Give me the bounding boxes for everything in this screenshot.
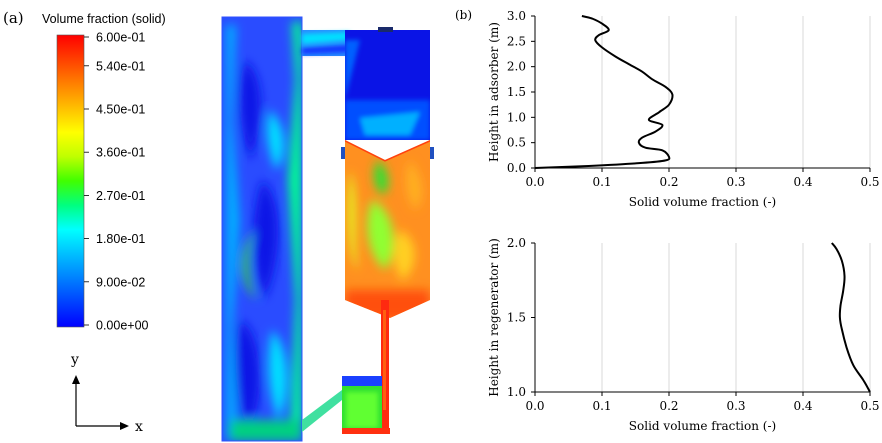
colorbar-tick-label: 3.60e-01: [96, 146, 145, 160]
series-line: [534, 15, 674, 169]
riser-column: [222, 17, 302, 441]
y-tick-label: 2.0: [507, 236, 526, 250]
colorbar-ticks: 6.00e-01 5.40e-01 4.50e-01 3.60e-01 2.70e-01…: [84, 31, 149, 333]
regenerator-section: [345, 140, 430, 318]
x-tick-label: 0.3: [726, 399, 745, 413]
colorbar-title: Volume fraction (solid): [42, 12, 166, 26]
triad-x-label: x: [135, 419, 143, 435]
panel-a: (a) Volume fraction (solid) 6.00e-01 5.40…: [3, 9, 434, 442]
y-tick-label: 1.0: [507, 110, 526, 124]
y-tick-label: 1.0: [507, 385, 526, 399]
panel-b: (b) 0.0 0.1 0.2 0.3 0.4 0.5 0.0 0.5 1.0 1.5 2.0 2.5…: [455, 8, 880, 433]
x-tick-label: 0.2: [659, 175, 678, 189]
adsorber-section: [345, 30, 430, 140]
top-duct: [302, 30, 350, 56]
y-tick-label: 2.5: [507, 34, 526, 48]
axes-triad: [72, 375, 129, 430]
colorbar-tick-label: 4.50e-01: [96, 103, 145, 117]
x-tick-label: 0.1: [592, 175, 611, 189]
cfd-contour-plot: [221, 16, 434, 442]
standpipe: [381, 300, 389, 432]
y-tick-label: 3.0: [507, 9, 526, 23]
x-axis-label: Solid volume fraction (-): [629, 419, 776, 433]
y-tick-label: 0.5: [507, 136, 526, 150]
colorbar-tick-label: 9.00e-02: [96, 275, 145, 289]
y-tick-label: 1.5: [507, 85, 526, 99]
x-tick-label: 0.1: [592, 399, 611, 413]
y-tick-label: 2.0: [507, 60, 526, 74]
colorbar-tick-label: 2.70e-01: [96, 189, 145, 203]
colorbar-tick-label: 5.40e-01: [96, 59, 145, 73]
colorbar-tick-label: 0.00e+00: [96, 319, 149, 333]
loop-seal: [302, 376, 390, 434]
y-axis-label: Height in regenerator (m): [487, 238, 501, 397]
x-tick-label: 0.4: [793, 175, 812, 189]
x-tick-label: 0.5: [860, 399, 879, 413]
triad-y-label: y: [70, 352, 79, 368]
x-tick-label: 0.0: [525, 175, 544, 189]
colorbar-tick-label: 6.00e-01: [96, 31, 145, 45]
x-tick-label: 0.4: [793, 399, 812, 413]
y-tick-label: 1.5: [507, 311, 526, 325]
colorbar-gradient: [56, 34, 85, 328]
x-tick-label: 0.2: [659, 399, 678, 413]
y-tick-label: 0.0: [507, 161, 526, 175]
panel-a-label: (a): [3, 9, 24, 27]
x-tick-label: 0.5: [860, 175, 879, 189]
chart-regenerator-profile: 0.0 0.1 0.2 0.3 0.4 0.5 1.0 1.5 2.0 Solid volume …: [487, 236, 880, 433]
x-axis-label: Solid volume fraction (-): [629, 195, 776, 209]
x-tick-label: 0.0: [525, 399, 544, 413]
y-axis-label: Height in adsorber (m): [487, 22, 501, 162]
chart-adsorber-profile: 0.0 0.1 0.2 0.3 0.4 0.5 0.0 0.5 1.0 1.5 2.0 2.5 3.0 S…: [487, 9, 880, 209]
series-line: [831, 242, 871, 393]
x-tick-label: 0.3: [726, 175, 745, 189]
colorbar: Volume fraction (solid) 6.00e-01 5.40e-01…: [42, 12, 166, 333]
colorbar-tick-label: 1.80e-01: [96, 232, 145, 246]
panel-b-label: (b): [455, 8, 472, 22]
